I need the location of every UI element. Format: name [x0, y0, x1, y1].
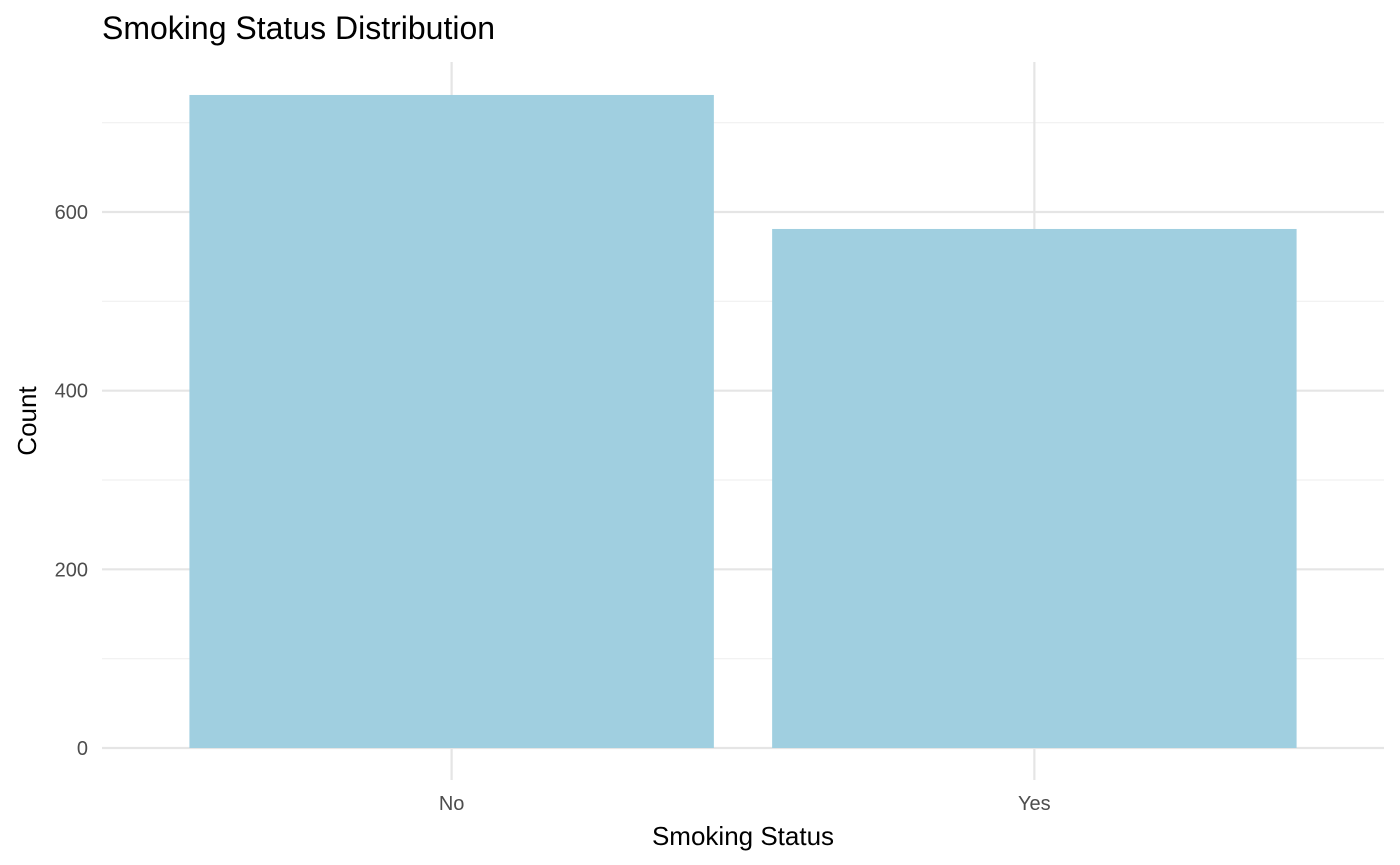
x-tick-label: No	[439, 793, 465, 815]
chart-title: Smoking Status Distribution	[102, 10, 495, 46]
x-tick-labels: No Yes	[439, 793, 1051, 815]
bars	[189, 94, 1297, 749]
x-axis-title: Smoking Status	[652, 821, 834, 851]
y-tick-label: 0	[77, 738, 88, 760]
y-tick-label: 200	[55, 559, 88, 581]
y-axis-title: Count	[12, 386, 42, 456]
bar-yes	[772, 228, 1297, 748]
y-tick-labels: 0 200 400 600	[55, 202, 88, 760]
x-tick-label: Yes	[1018, 793, 1051, 815]
bar-no	[189, 94, 714, 749]
y-tick-label: 400	[55, 381, 88, 403]
y-tick-label: 600	[55, 202, 88, 224]
